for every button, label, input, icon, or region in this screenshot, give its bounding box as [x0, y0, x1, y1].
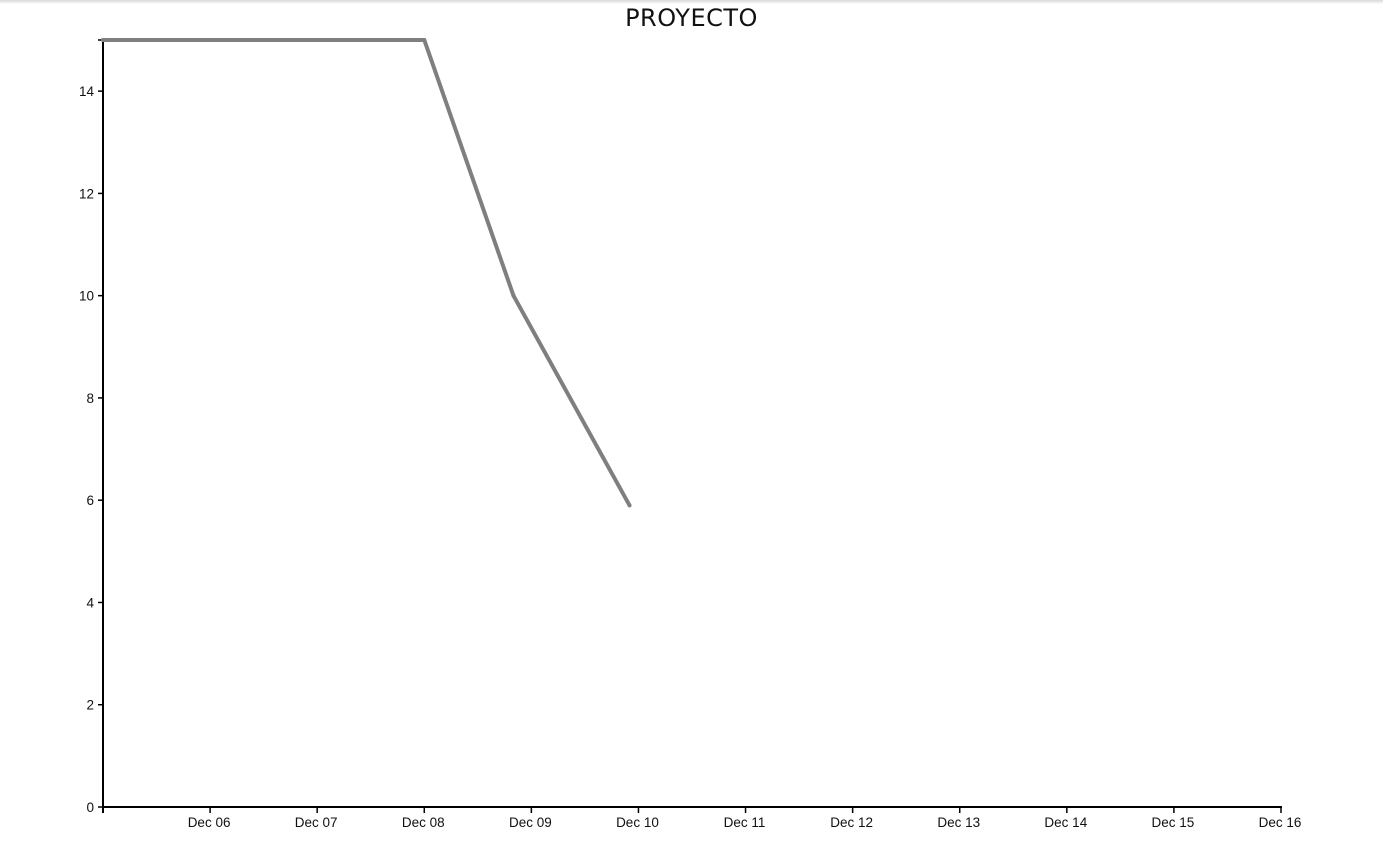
x-tick-label: Dec 06	[188, 815, 231, 830]
x-tick-label: Dec 08	[402, 815, 445, 830]
data-point	[101, 38, 105, 42]
x-tick-label: Dec 12	[830, 815, 873, 830]
x-tick-label: Dec 15	[1152, 815, 1195, 830]
x-tick-label: Dec 14	[1044, 815, 1087, 830]
x-tick-label: Dec 07	[295, 815, 338, 830]
axes	[102, 40, 1282, 813]
x-tick-label: Dec 10	[616, 815, 659, 830]
x-tick-label: Dec 13	[937, 815, 980, 830]
y-tick-label: 0	[86, 800, 94, 815]
y-tick-label: 4	[86, 595, 94, 610]
y-tick-label: 12	[79, 186, 94, 201]
series-line	[101, 38, 632, 508]
data-point	[422, 38, 427, 42]
x-tick-label: Dec 11	[724, 815, 766, 830]
y-tick-label: 8	[86, 391, 94, 406]
data-point	[511, 293, 516, 298]
x-tick-label: Dec 16	[1259, 815, 1302, 830]
y-axis-ticks: 0 2 4 6 8 10 12 14	[79, 39, 103, 815]
series-layer	[101, 38, 632, 508]
y-tick-label: 6	[86, 493, 94, 508]
y-tick-label: 2	[86, 698, 94, 713]
y-tick-label: 10	[79, 289, 94, 304]
data-point	[627, 503, 632, 508]
x-axis-ticks: Dec 06 Dec 07 Dec 08 Dec 09 Dec 10 Dec 11 Dec …	[102, 807, 1302, 830]
top-edge-shadow	[0, 0, 1383, 4]
x-tick-label: Dec 09	[509, 815, 552, 830]
y-tick-label: 14	[79, 84, 95, 99]
chart-title: PROYECTO	[625, 4, 758, 32]
